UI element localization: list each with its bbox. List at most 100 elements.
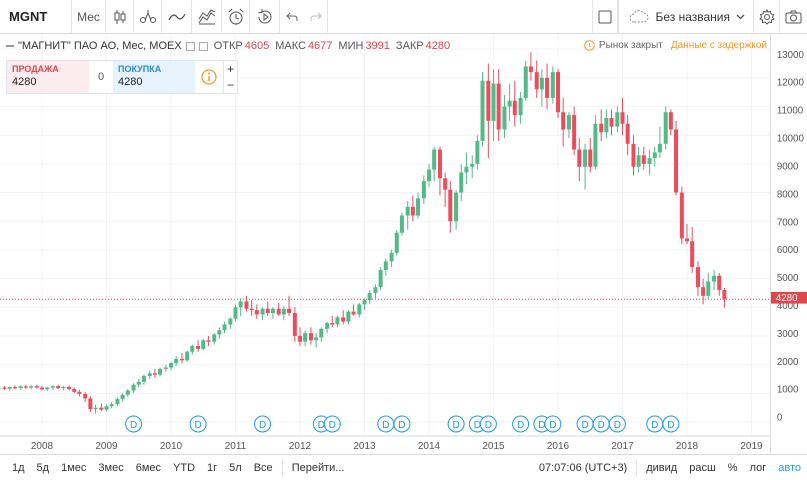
timezone-button[interactable]: 07:07:06 (UTC+3)	[538, 461, 628, 474]
price-tick-label: 3000	[777, 329, 799, 340]
camera-icon	[785, 10, 802, 23]
candle-body	[7, 387, 12, 389]
low-label: МИН	[338, 40, 364, 52]
candle	[351, 304, 356, 316]
snapshot-button[interactable]	[780, 0, 807, 34]
visibility-icon[interactable]	[185, 41, 195, 51]
range-button[interactable]: 5л	[229, 461, 242, 474]
candle-body	[657, 143, 662, 153]
quantity-stepper[interactable]: + −	[223, 61, 237, 93]
info-button[interactable]	[195, 61, 223, 93]
candle-body	[394, 232, 399, 253]
candle	[636, 146, 641, 173]
dividend-label: D	[329, 420, 336, 431]
candle	[631, 135, 636, 176]
candle	[281, 305, 286, 321]
candle-body	[641, 155, 646, 164]
candle-body	[196, 345, 201, 349]
templates-button[interactable]	[192, 0, 222, 34]
range-button[interactable]: Все	[253, 461, 273, 474]
settings-icon[interactable]	[198, 41, 208, 51]
candle-body	[281, 308, 286, 315]
last-price-badge	[771, 291, 807, 304]
candle-body	[593, 123, 598, 167]
delayed-data-link[interactable]: Данные с задержкой	[670, 40, 767, 51]
chart-style-button[interactable]	[106, 0, 134, 34]
plus-icon[interactable]: +	[226, 62, 234, 76]
candle	[534, 60, 539, 98]
dividend-toggle[interactable]: дивид	[646, 461, 678, 474]
range-button[interactable]: 1г	[207, 461, 218, 474]
collapse-icon[interactable]	[6, 45, 14, 47]
range-button[interactable]: 1мес	[61, 461, 87, 474]
dividend-label: D	[130, 420, 137, 431]
auto-scale-toggle[interactable]: авто	[778, 461, 801, 474]
candle	[335, 315, 340, 328]
price-axis[interactable]: 1300012000110001000090008000700060005000…	[770, 34, 807, 454]
minus-icon[interactable]: −	[226, 78, 234, 92]
layout-menu[interactable]: Без названия	[618, 0, 754, 34]
divider	[281, 458, 283, 477]
replay-button[interactable]	[250, 0, 280, 34]
candle-body	[319, 328, 324, 338]
candle	[539, 69, 544, 107]
time-tick-label: 2010	[160, 441, 183, 452]
fullscreen-button[interactable]	[592, 0, 619, 34]
range-button[interactable]: 3мес	[98, 461, 124, 474]
price-tick-label: 5000	[777, 273, 799, 284]
dividend-label: D	[651, 420, 658, 431]
candle-body	[432, 149, 437, 170]
candle-body	[61, 387, 66, 389]
candle	[550, 66, 555, 104]
candle	[679, 186, 684, 245]
candle-body	[131, 384, 136, 391]
dividend-marker: D	[608, 415, 626, 433]
sell-button[interactable]: ПРОДАЖА 4280	[7, 61, 89, 93]
candle	[416, 192, 421, 219]
candle-body	[292, 313, 297, 336]
candle-body	[685, 238, 689, 242]
extended-hours-toggle[interactable]: расш	[689, 461, 716, 474]
candle	[222, 321, 227, 334]
bottom-right-controls: 07:07:06 (UTC+3) дивид расш % лог авто	[533, 455, 807, 480]
compare-button[interactable]	[134, 0, 162, 34]
dividend-marker: D	[479, 415, 497, 433]
percent-toggle[interactable]: %	[727, 461, 738, 474]
candle	[674, 120, 679, 196]
redo-button[interactable]	[304, 0, 328, 34]
candle-body	[427, 169, 431, 182]
candle-body	[534, 72, 539, 90]
close-value: 4280	[425, 40, 451, 52]
candle-body	[201, 340, 206, 349]
candle-body	[512, 100, 517, 116]
candle-body	[77, 391, 82, 394]
buy-button[interactable]: ПОКУПКА 4280	[113, 61, 195, 93]
candle	[701, 278, 706, 305]
alert-button[interactable]: +	[222, 0, 250, 34]
range-button[interactable]: 1д	[12, 461, 25, 474]
candle-body	[528, 66, 533, 73]
candle-body	[298, 335, 302, 342]
legend-title[interactable]: "МАГНИТ" ПАО АО, Мес, MOEX	[18, 40, 182, 52]
interval-button[interactable]: Мес	[72, 0, 106, 34]
settings-button[interactable]	[754, 0, 780, 34]
range-button[interactable]: YTD	[173, 461, 196, 474]
dividend-label: D	[318, 420, 325, 431]
time-tick-label: 2012	[289, 441, 312, 452]
log-toggle[interactable]: лог	[749, 461, 767, 474]
candle-body	[29, 386, 34, 388]
indicators-button[interactable]	[162, 0, 192, 34]
symbol-search[interactable]: MGNT	[0, 0, 72, 34]
goto-date-button[interactable]: Перейти...	[291, 461, 345, 474]
market-closed-text: Рынок закрыт	[598, 40, 663, 51]
range-button[interactable]: 5д	[36, 461, 50, 474]
candle-body	[308, 333, 313, 341]
candle	[260, 307, 265, 321]
candle-body	[615, 112, 620, 127]
candle-body	[158, 368, 163, 375]
candle	[685, 224, 689, 245]
time-axis: 2008 2009 2010 2011 2012 2013 2014 2015 2016 2017…	[0, 435, 770, 452]
range-button[interactable]: 6мес	[135, 461, 162, 474]
undo-button[interactable]	[280, 0, 304, 34]
